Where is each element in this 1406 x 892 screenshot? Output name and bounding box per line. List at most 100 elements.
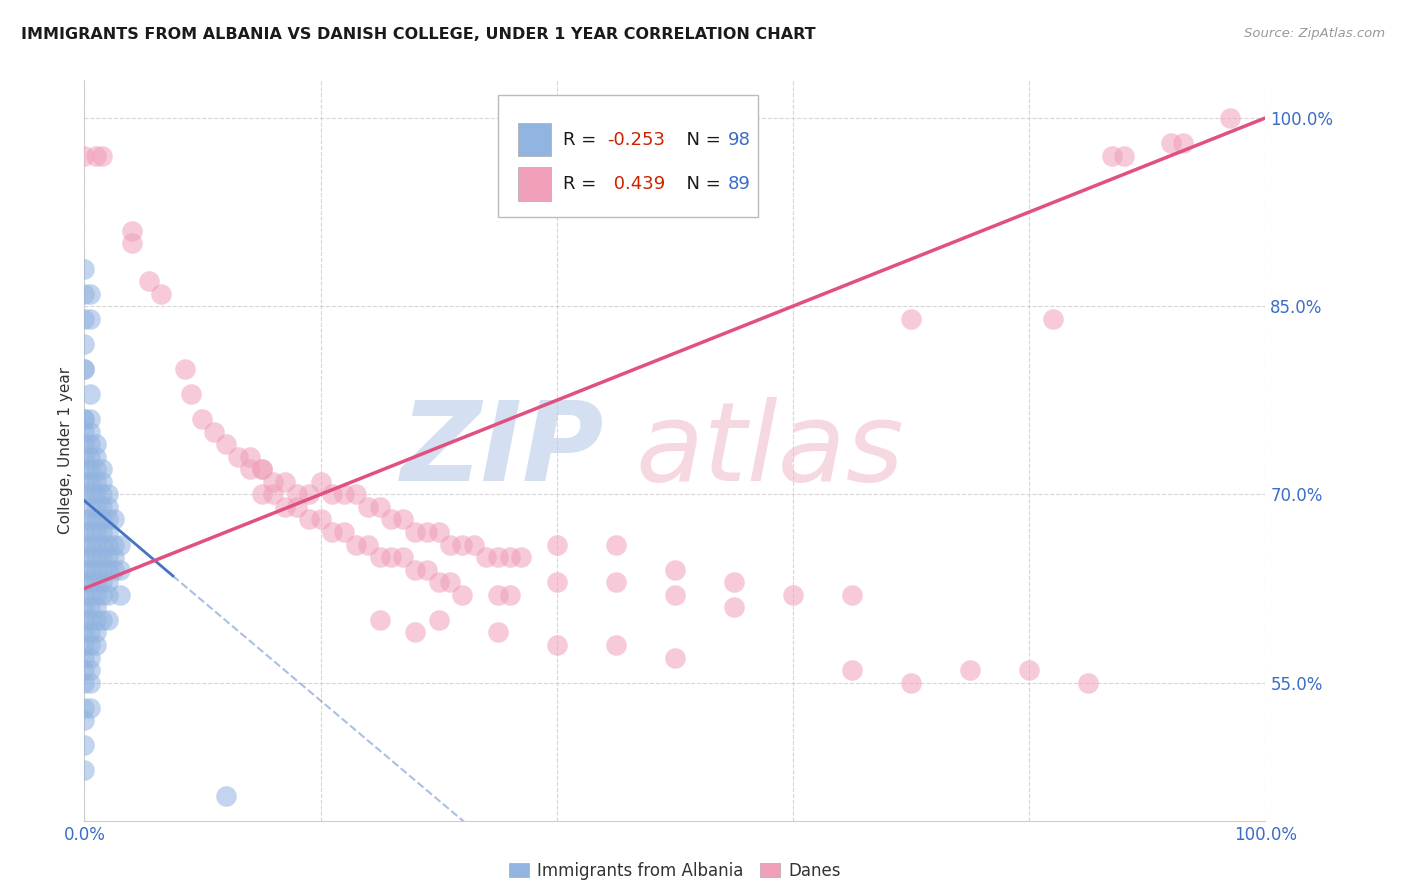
Point <box>368 550 391 565</box>
Point <box>73 600 96 615</box>
Point <box>73 524 96 539</box>
Point <box>73 563 96 577</box>
Point <box>84 500 107 514</box>
Point <box>498 550 520 565</box>
Point <box>73 650 96 665</box>
Point <box>73 538 96 552</box>
Point <box>97 563 120 577</box>
Point <box>79 538 101 552</box>
Point <box>215 789 238 803</box>
Point <box>79 575 101 590</box>
Point <box>959 663 981 677</box>
Point <box>546 638 568 652</box>
Point <box>103 563 125 577</box>
Point <box>723 575 745 590</box>
Point <box>91 148 114 162</box>
Point <box>79 286 101 301</box>
Point <box>427 524 450 539</box>
Point <box>664 563 686 577</box>
Point <box>73 638 96 652</box>
Point <box>73 437 96 451</box>
Point <box>510 550 533 565</box>
Point <box>84 625 107 640</box>
Point <box>79 638 101 652</box>
Point <box>404 625 426 640</box>
Point <box>84 600 107 615</box>
Point <box>180 387 202 401</box>
Point <box>73 613 96 627</box>
Point <box>215 437 238 451</box>
Point <box>202 425 225 439</box>
Point <box>333 487 356 501</box>
Point <box>1112 148 1135 162</box>
Point <box>357 538 380 552</box>
Point <box>73 462 96 476</box>
Point <box>605 538 627 552</box>
Point <box>723 600 745 615</box>
Bar <box>517 123 551 156</box>
Point <box>79 700 101 714</box>
Point <box>97 613 120 627</box>
Point <box>380 512 402 526</box>
Point <box>150 286 173 301</box>
Point <box>486 625 509 640</box>
Point <box>73 739 96 753</box>
Point <box>97 487 120 501</box>
Point <box>84 524 107 539</box>
Point <box>84 550 107 565</box>
Point <box>73 550 96 565</box>
Point <box>73 700 96 714</box>
Point <box>73 713 96 727</box>
Point <box>73 412 96 426</box>
Point <box>73 412 96 426</box>
Point <box>79 500 101 514</box>
Point <box>451 588 474 602</box>
Point <box>1219 111 1241 125</box>
Point <box>79 450 101 464</box>
Point <box>79 512 101 526</box>
Point <box>79 600 101 615</box>
Point <box>1042 311 1064 326</box>
Point <box>103 512 125 526</box>
Point <box>416 563 439 577</box>
Point <box>344 538 367 552</box>
Point <box>404 524 426 539</box>
Point <box>79 412 101 426</box>
Point <box>344 487 367 501</box>
Point <box>79 524 101 539</box>
Point <box>84 563 107 577</box>
Point <box>1018 663 1040 677</box>
Point <box>262 487 284 501</box>
Point <box>664 588 686 602</box>
Point <box>392 550 415 565</box>
Text: N =: N = <box>675 130 727 148</box>
Y-axis label: College, Under 1 year: College, Under 1 year <box>58 367 73 534</box>
Text: ZIP: ZIP <box>401 397 605 504</box>
Point <box>1101 148 1123 162</box>
Point <box>73 487 96 501</box>
Point <box>274 500 297 514</box>
Point <box>250 487 273 501</box>
Point <box>121 224 143 238</box>
Point <box>546 575 568 590</box>
Point <box>97 500 120 514</box>
Point <box>475 550 498 565</box>
Point <box>427 613 450 627</box>
Point <box>73 311 96 326</box>
Point <box>73 261 96 276</box>
Bar <box>517 168 551 201</box>
Point <box>73 575 96 590</box>
Point <box>73 675 96 690</box>
Point <box>285 487 308 501</box>
Point <box>84 462 107 476</box>
Point <box>1077 675 1099 690</box>
Point <box>79 625 101 640</box>
Point <box>73 764 96 778</box>
Point <box>91 588 114 602</box>
Point <box>321 487 343 501</box>
Point <box>380 550 402 565</box>
Point <box>84 588 107 602</box>
Point <box>605 575 627 590</box>
Point <box>79 675 101 690</box>
Point <box>321 524 343 539</box>
